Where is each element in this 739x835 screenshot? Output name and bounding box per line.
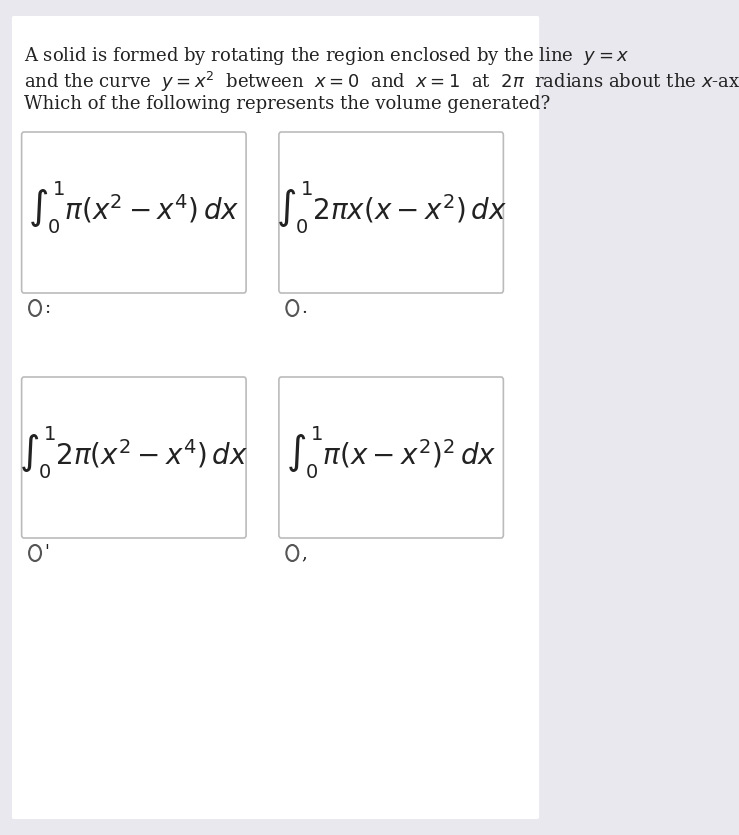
FancyBboxPatch shape: [279, 377, 503, 538]
Text: ': ': [44, 544, 49, 562]
Circle shape: [286, 300, 299, 316]
Text: ,: ,: [302, 544, 307, 562]
Text: $\int_0^1 2\pi(x^2 - x^4)\, dx$: $\int_0^1 2\pi(x^2 - x^4)\, dx$: [19, 424, 248, 481]
FancyBboxPatch shape: [12, 16, 539, 819]
Circle shape: [286, 545, 299, 561]
Text: and the curve  $y = x^2$  between  $x = 0$  and  $x = 1$  at  $2\pi$  radians ab: and the curve $y = x^2$ between $x = 0$ …: [24, 70, 739, 94]
Text: $\int_0^1 \pi(x^2 - x^4)\, dx$: $\int_0^1 \pi(x^2 - x^4)\, dx$: [28, 180, 239, 235]
FancyBboxPatch shape: [21, 132, 246, 293]
Text: :: :: [44, 299, 50, 317]
FancyBboxPatch shape: [21, 377, 246, 538]
Text: $\int_0^1 2\pi x(x - x^2)\, dx$: $\int_0^1 2\pi x(x - x^2)\, dx$: [276, 180, 507, 235]
Text: $\int_0^1 \pi(x - x^2)^2\, dx$: $\int_0^1 \pi(x - x^2)^2\, dx$: [286, 424, 497, 481]
Circle shape: [29, 300, 41, 316]
Text: A solid is formed by rotating the region enclosed by the line  $y = x$: A solid is formed by rotating the region…: [24, 45, 629, 67]
Circle shape: [29, 545, 41, 561]
Text: Which of the following represents the volume generated?: Which of the following represents the vo…: [24, 95, 550, 113]
FancyBboxPatch shape: [279, 132, 503, 293]
Text: .: .: [302, 299, 307, 317]
